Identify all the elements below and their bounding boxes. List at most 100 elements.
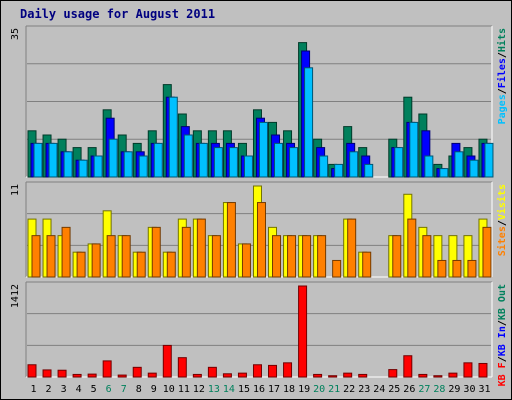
- x-tick-label: 15: [238, 384, 250, 395]
- bar-kb-f-day-21: [328, 375, 338, 378]
- bar-pages-day-16: [258, 121, 268, 178]
- bar-sites-day-21: [332, 259, 342, 278]
- x-tick-label: 3: [61, 384, 67, 395]
- x-tick-label: 13: [208, 384, 220, 395]
- bar-sites-day-7: [121, 235, 131, 278]
- legend-item: KB F: [497, 362, 508, 386]
- bar-sites-day-9: [151, 226, 161, 278]
- bar-pages-day-5: [93, 155, 103, 178]
- x-tick-label: 28: [433, 384, 445, 395]
- bar-kb-f-day-28: [433, 375, 443, 378]
- x-tick-label: 20: [313, 384, 325, 395]
- x-tick-label: 9: [151, 384, 157, 395]
- bar-kb-f-day-23: [358, 373, 368, 378]
- bar-pages-day-3: [63, 151, 73, 178]
- bar-sites-day-23: [362, 251, 372, 278]
- bar-sites-day-5: [91, 243, 101, 278]
- bar-sites-day-18: [287, 235, 297, 278]
- bar-kb-f-day-30: [463, 362, 473, 378]
- x-tick-label: 11: [178, 384, 190, 395]
- bar-pages-day-11: [183, 134, 193, 178]
- bar-sites-day-1: [31, 235, 41, 278]
- x-tick-label: 23: [358, 384, 370, 395]
- bar-sites-day-20: [317, 235, 327, 278]
- bar-pages-day-13: [213, 147, 223, 178]
- x-tick-label: 27: [418, 384, 430, 395]
- x-tick-label: 19: [298, 384, 310, 395]
- bar-pages-day-18: [289, 147, 299, 178]
- panel-max-label: 11: [10, 184, 21, 196]
- bar-kb-f-day-5: [87, 373, 97, 378]
- bar-kb-f-day-22: [343, 372, 353, 378]
- bar-pages-day-10: [168, 96, 178, 178]
- bar-sites-day-31: [482, 226, 492, 278]
- bar-kb-f-day-11: [177, 357, 187, 378]
- chart-title: Daily usage for August 2011: [20, 7, 216, 21]
- bar-kb-f-day-16: [252, 364, 262, 378]
- panel-max-label: 35: [10, 28, 21, 40]
- bar-kb-f-day-12: [192, 373, 202, 378]
- bar-sites-day-8: [136, 251, 146, 278]
- bar-kb-f-day-26: [403, 355, 413, 378]
- x-tick-label: 5: [91, 384, 97, 395]
- bar-pages-day-26: [409, 121, 419, 178]
- bar-pages-day-21: [334, 163, 344, 178]
- legend-item: Files: [496, 58, 508, 88]
- x-tick-label: 2: [46, 384, 52, 395]
- x-tick-label: 25: [388, 384, 400, 395]
- bar-sites-day-22: [347, 218, 357, 278]
- bar-kb-f-day-4: [72, 373, 82, 378]
- bar-sites-day-14: [226, 202, 236, 278]
- panel-max-label: 1412: [10, 284, 21, 308]
- bar-pages-day-22: [349, 151, 359, 178]
- bar-pages-day-17: [274, 142, 284, 178]
- x-tick-label: 6: [106, 384, 112, 395]
- panel-legend: Sites/Visits: [496, 184, 508, 256]
- x-tick-label: 30: [463, 384, 475, 395]
- x-tick-label: 1: [31, 384, 37, 395]
- x-tick-label: 24: [373, 384, 385, 395]
- x-tick-label: 18: [283, 384, 295, 395]
- bar-pages-day-6: [108, 138, 118, 178]
- bar-kb-f-day-25: [388, 369, 398, 378]
- bar-sites-day-27: [422, 235, 432, 278]
- bar-sites-day-6: [106, 235, 116, 278]
- bar-kb-f-day-3: [57, 369, 67, 378]
- bar-pages-day-9: [153, 142, 163, 178]
- bar-kb-f-day-10: [162, 344, 172, 378]
- bar-kb-f-day-29: [448, 372, 458, 378]
- chart-bars: [27, 42, 494, 378]
- bar-sites-day-13: [211, 235, 221, 278]
- x-tick-label: 22: [343, 384, 355, 395]
- bar-kb-f-day-6: [102, 360, 112, 378]
- legend-separator: /: [497, 52, 508, 58]
- bar-kb-f-day-20: [313, 373, 323, 378]
- bar-kb-f-day-2: [42, 369, 52, 378]
- bar-sites-day-3: [61, 226, 71, 278]
- bar-pages-day-31: [484, 142, 494, 178]
- legend-item: KB In: [497, 326, 508, 356]
- bar-pages-day-20: [319, 155, 329, 178]
- x-tick-label: 29: [448, 384, 460, 395]
- bar-pages-day-7: [123, 151, 133, 178]
- bar-kb-f-day-19: [298, 285, 308, 378]
- bar-kb-f-day-7: [117, 374, 127, 378]
- x-tick-label: 10: [163, 384, 175, 395]
- x-tick-label: 31: [478, 384, 490, 395]
- bar-kb-f-day-14: [222, 373, 232, 378]
- panel-kb: [26, 282, 492, 377]
- panel-legend: KB F/KB In/KB Out: [497, 284, 508, 386]
- legend-item: Hits: [496, 28, 508, 52]
- bar-kb-f-day-17: [268, 364, 278, 378]
- bar-pages-day-19: [304, 67, 314, 178]
- bar-pages-day-1: [33, 142, 43, 178]
- bar-pages-day-30: [469, 159, 479, 178]
- x-tick-label: 8: [136, 384, 142, 395]
- bar-sites-day-29: [452, 259, 462, 278]
- legend-item: Visits: [496, 184, 508, 220]
- legend-separator: /: [497, 220, 508, 226]
- bar-kb-f-day-1: [27, 364, 37, 378]
- bar-sites-day-11: [181, 226, 191, 278]
